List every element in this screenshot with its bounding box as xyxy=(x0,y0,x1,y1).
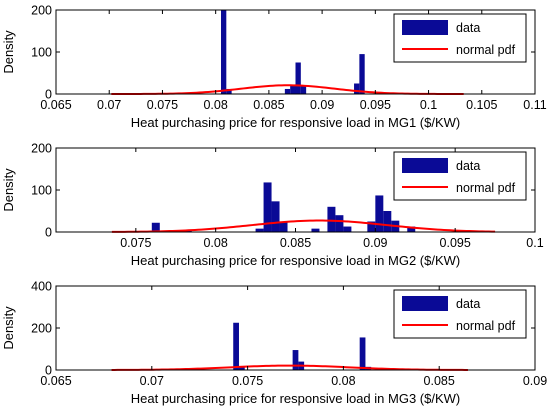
x-tick-label: 0.075 xyxy=(147,98,178,112)
x-tick-label: 0.08 xyxy=(203,98,227,112)
y-tick-label: 200 xyxy=(31,4,52,18)
y-tick-label: 400 xyxy=(31,280,52,294)
x-tick-label: 0.095 xyxy=(440,236,471,250)
histogram-bar xyxy=(359,337,366,370)
x-tick-label: 0.075 xyxy=(232,374,263,388)
histogram-bar xyxy=(255,228,264,232)
x-tick-label: 0.085 xyxy=(253,98,284,112)
x-tick-label: 0.09 xyxy=(363,236,387,250)
histogram-bar xyxy=(151,222,160,232)
histogram-bar xyxy=(295,62,301,94)
x-tick-label: 0.11 xyxy=(523,98,546,112)
y-axis-label: Density xyxy=(1,30,16,74)
y-tick-label: 100 xyxy=(31,46,52,60)
histogram-bar xyxy=(354,83,360,94)
x-tick-label: 0.085 xyxy=(280,236,311,250)
y-tick-label: 0 xyxy=(45,364,52,378)
chart-panel-3: 0.065 0.07 0.075 0.08 0.085 0.09 0 200 400 Heat p… xyxy=(1,280,547,407)
normal-pdf-line xyxy=(111,364,468,371)
legend-swatch-data xyxy=(402,158,448,173)
histogram-bar xyxy=(220,10,227,94)
x-tick-label: 0.09 xyxy=(310,98,334,112)
histogram-bar xyxy=(292,350,299,370)
chart-panel-2: 0.075 0.08 0.085 0.09 0.095 0.1 0 100 200 Heat pu… xyxy=(1,142,544,269)
histogram-bar xyxy=(343,226,352,232)
legend: data normal pdf xyxy=(393,13,527,63)
legend-label-pdf: normal pdf xyxy=(456,319,516,333)
histogram-bar xyxy=(367,221,376,232)
histogram-bar xyxy=(284,88,291,94)
x-tick-label: 0.085 xyxy=(424,374,455,388)
y-tick-label: 100 xyxy=(31,184,52,198)
x-axis-label: Heat purchasing price for responsive loa… xyxy=(131,253,460,268)
histogram-bar xyxy=(359,54,365,94)
y-tick-label: 0 xyxy=(45,226,52,240)
histogram-bar xyxy=(311,228,320,232)
x-tick-label: 0.065 xyxy=(40,374,71,388)
histogram-bar xyxy=(327,206,336,232)
legend-label-data: data xyxy=(456,297,480,311)
x-tick-label: 0.1 xyxy=(420,98,437,112)
histogram-bar xyxy=(226,88,232,94)
legend-swatch-data xyxy=(402,20,448,35)
x-tick-label: 0.08 xyxy=(203,236,227,250)
legend-label-pdf: normal pdf xyxy=(456,181,516,195)
histogram-bar xyxy=(407,226,416,232)
x-tick-label: 0.08 xyxy=(331,374,355,388)
legend: data normal pdf xyxy=(393,289,527,339)
x-tick-label: 0.105 xyxy=(466,98,497,112)
legend-label-pdf: normal pdf xyxy=(456,43,516,57)
y-axis-label: Density xyxy=(1,306,16,350)
histogram-bar xyxy=(335,215,344,232)
x-tick-label: 0.07 xyxy=(97,98,121,112)
normal-pdf-line xyxy=(111,219,496,233)
x-tick-label: 0.095 xyxy=(360,98,391,112)
histogram-bar xyxy=(300,85,307,94)
histogram-bar xyxy=(271,201,280,232)
y-tick-label: 200 xyxy=(31,322,52,336)
y-tick-label: 200 xyxy=(31,142,52,156)
histogram-bar xyxy=(238,366,245,370)
y-tick-label: 0 xyxy=(45,88,52,102)
histogram-bar xyxy=(233,322,239,370)
histogram-bar xyxy=(375,195,384,232)
histogram-bar xyxy=(279,221,288,232)
chart-panel-1: 0.065 0.07 0.075 0.08 0.085 0.09 0.095 0.1 0.105… xyxy=(1,4,547,131)
x-axis-label: Heat purchasing price for responsive loa… xyxy=(131,391,460,406)
histogram-bar xyxy=(383,211,392,232)
x-tick-label: 0.09 xyxy=(523,374,547,388)
x-tick-label: 0.065 xyxy=(40,98,71,112)
legend: data normal pdf xyxy=(393,151,527,201)
legend-label-data: data xyxy=(456,21,480,35)
y-axis-label: Density xyxy=(1,168,16,212)
legend-label-data: data xyxy=(456,159,480,173)
x-tick-label: 0.075 xyxy=(120,236,151,250)
legend-swatch-data xyxy=(402,296,448,311)
x-axis-label: Heat purchasing price for responsive loa… xyxy=(131,115,460,130)
histogram-bar xyxy=(290,85,296,94)
histogram-bar xyxy=(263,182,272,232)
x-tick-label: 0.1 xyxy=(526,236,543,250)
x-tick-label: 0.07 xyxy=(140,374,164,388)
